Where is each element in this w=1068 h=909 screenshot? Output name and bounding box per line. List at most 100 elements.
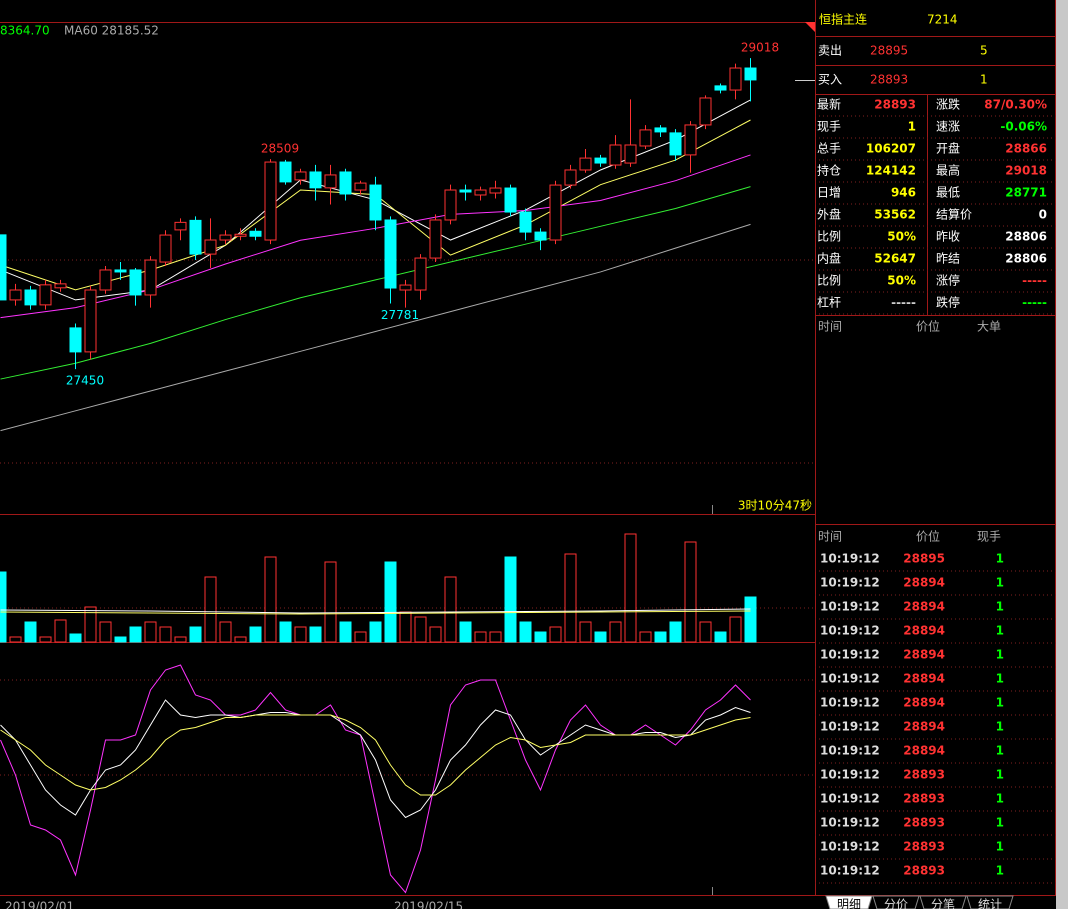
trade-price: 28894 — [903, 600, 945, 614]
trade-qty: 1 — [996, 624, 1004, 638]
stat-label: 最高 — [936, 163, 960, 178]
candle-body — [114, 269, 127, 273]
volume-bar — [504, 556, 517, 643]
column-header: 价位 — [916, 529, 940, 544]
trade-time: 10:19:12 — [820, 552, 880, 566]
candle-body — [249, 230, 262, 237]
candle-body — [684, 124, 697, 156]
volume-bar — [174, 636, 187, 643]
trade-time: 10:19:12 — [820, 696, 880, 710]
trade-qty: 1 — [996, 720, 1004, 734]
stat-value: 50% — [887, 274, 916, 288]
volume-bar — [294, 626, 307, 643]
candle-body — [594, 157, 607, 164]
column-header: 时间 — [818, 530, 842, 544]
candle-body — [69, 327, 82, 353]
trade-time: 10:19:12 — [820, 816, 880, 830]
volume-bar — [639, 631, 652, 643]
trade-time: 10:19:12 — [820, 600, 880, 614]
candle-body — [159, 234, 172, 263]
candle-body — [714, 85, 727, 91]
trade-qty: 1 — [996, 840, 1004, 854]
tab-shape[interactable] — [825, 895, 873, 909]
stat-label: 昨收 — [936, 230, 960, 244]
candle-body — [279, 161, 292, 183]
volume-bar — [744, 596, 757, 643]
stat-value: -0.06% — [1000, 120, 1047, 134]
ask-label: 卖出 — [818, 44, 842, 58]
date-label: 2019/02/01 — [5, 900, 74, 909]
candle-body — [729, 67, 742, 91]
stat-value: 29018 — [1005, 164, 1047, 178]
candle-body — [294, 171, 307, 181]
volume-bar — [729, 616, 742, 643]
candle-body — [489, 187, 502, 194]
candle-body — [384, 219, 397, 289]
volume-bar — [414, 616, 427, 643]
candle-body — [24, 289, 37, 306]
tab-shape[interactable] — [966, 895, 1014, 909]
stat-value: 28866 — [1005, 142, 1047, 156]
volume-bar — [84, 606, 97, 643]
tab[interactable]: 分笔 — [931, 897, 955, 909]
contract-name: 恒指主连 — [819, 12, 867, 27]
volume-bar — [264, 556, 277, 643]
tab[interactable]: 明细 — [837, 898, 861, 909]
ask-qty: 5 — [980, 44, 988, 58]
volume-bar — [714, 631, 727, 643]
trade-price: 28894 — [903, 624, 945, 638]
column-header: 时间 — [818, 320, 842, 334]
volume-bar — [39, 636, 52, 643]
candle-body — [54, 283, 67, 289]
trade-time: 10:19:12 — [820, 744, 880, 758]
stat-label: 比例 — [817, 230, 841, 244]
volume-bar — [429, 626, 442, 643]
stat-value: 28893 — [874, 98, 916, 112]
trade-qty: 1 — [996, 600, 1004, 614]
trade-qty: 1 — [996, 792, 1004, 806]
volume-bar — [24, 621, 37, 643]
candle-body — [429, 219, 442, 259]
stat-label: 涨停 — [936, 273, 960, 288]
candle-body — [339, 171, 352, 195]
price-annotation: 27781 — [381, 308, 419, 322]
price-annotation: 28509 — [261, 142, 299, 156]
volume-bar — [99, 621, 112, 643]
column-header: 大单 — [977, 320, 1001, 334]
volume-bar — [459, 621, 472, 643]
stat-label: 最低 — [936, 186, 960, 200]
volume-bar — [354, 631, 367, 643]
stat-value: ----- — [1022, 296, 1047, 310]
tab[interactable]: 统计 — [978, 898, 1002, 909]
stat-label: 昨结 — [936, 252, 960, 266]
candle-body — [549, 184, 562, 241]
tab-shape[interactable] — [919, 895, 967, 909]
volume-bar — [129, 626, 142, 643]
trade-qty: 1 — [996, 576, 1004, 590]
tab-shape[interactable] — [872, 895, 920, 909]
candle-body — [264, 161, 277, 241]
stat-label: 现手 — [817, 120, 841, 134]
volume-bar — [624, 533, 637, 643]
volume-bar — [654, 631, 667, 643]
header-ma60: MA60 28185.52 — [64, 24, 159, 38]
candle-body — [444, 189, 457, 221]
trade-time: 10:19:12 — [820, 720, 880, 734]
volume-bar — [144, 621, 157, 643]
stat-value: 0 — [1039, 208, 1047, 222]
indicator-line — [0, 610, 751, 615]
stat-label: 杠杆 — [817, 295, 841, 310]
candle-body — [459, 189, 472, 193]
volume-bar — [219, 621, 232, 643]
candle-body — [99, 269, 112, 291]
candle-body — [9, 289, 22, 301]
stat-value: 50% — [887, 230, 916, 244]
candle-body — [219, 234, 232, 241]
trade-time: 10:19:12 — [820, 768, 880, 782]
stat-value: 52647 — [874, 252, 916, 266]
candle-body — [129, 269, 142, 296]
tab[interactable]: 分价 — [884, 898, 908, 909]
stat-value: ----- — [891, 296, 916, 310]
date-label: 2019/02/15 — [394, 900, 463, 909]
candle-body — [0, 234, 7, 301]
